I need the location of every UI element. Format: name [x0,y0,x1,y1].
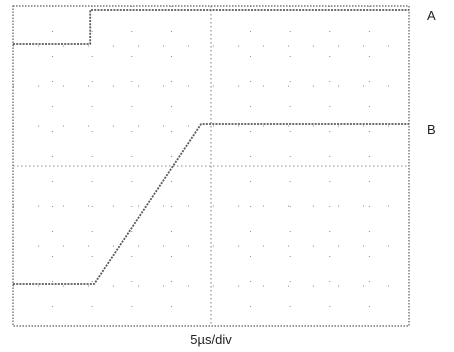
trace-label-a: A [427,8,436,23]
traces [13,9,409,285]
trace-labels: AB [427,8,436,137]
graticule [13,6,409,326]
trace-a [13,9,409,45]
timebase-label: 5µs/div [190,332,232,347]
screen-frame [12,5,410,327]
trace-label-b: B [427,122,436,137]
trace-b [13,123,409,285]
